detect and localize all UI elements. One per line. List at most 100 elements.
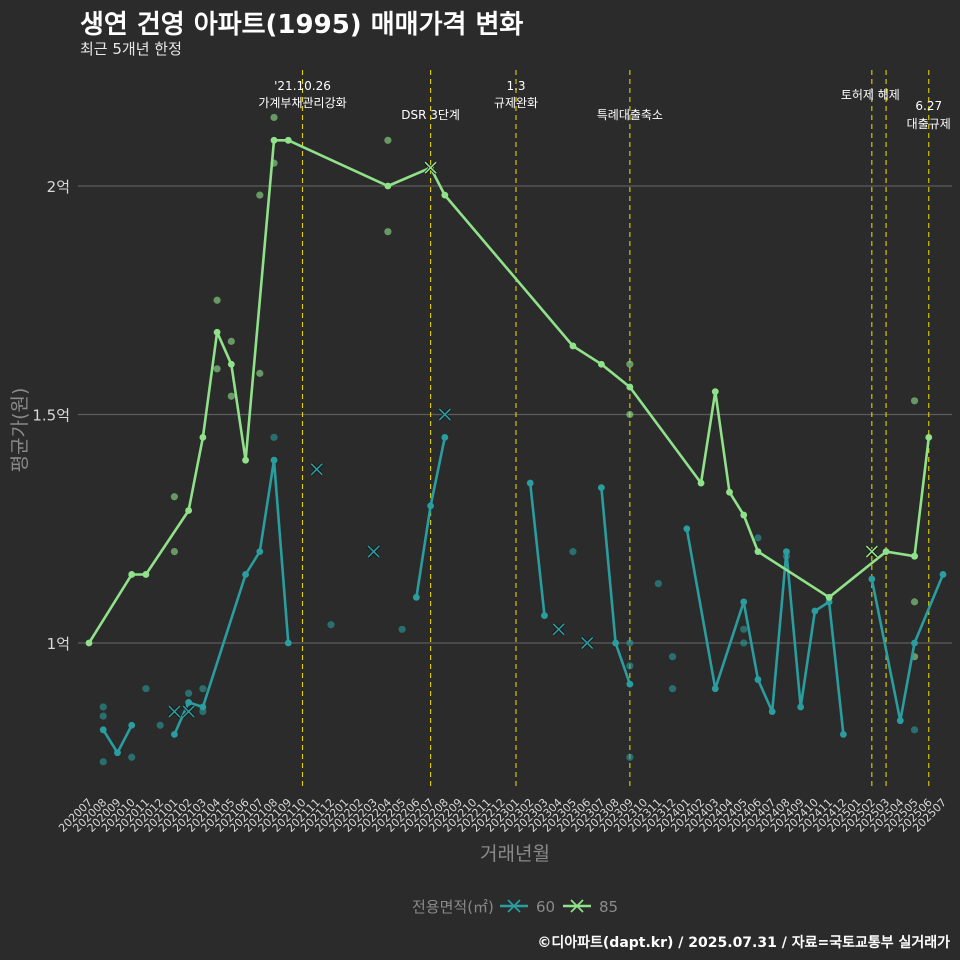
series-point-60 xyxy=(114,749,121,757)
raw-point-60 xyxy=(270,433,278,441)
series-point-60 xyxy=(412,593,420,601)
raw-point-60 xyxy=(668,685,677,693)
series-point-85 xyxy=(740,511,748,519)
series-point-60 xyxy=(783,548,790,555)
series-point-85 xyxy=(711,388,719,396)
cross-point-60 xyxy=(182,704,196,719)
legend-key-60 xyxy=(500,899,528,913)
legend-title: 전용면적(㎡) xyxy=(412,898,494,916)
annotation-label: 가계부채관리강화 xyxy=(258,96,346,110)
series-point-60 xyxy=(526,479,534,487)
series-point-85 xyxy=(569,342,577,350)
series-point-85 xyxy=(882,548,890,555)
raw-point-85 xyxy=(626,410,634,419)
series-point-85 xyxy=(199,433,207,441)
raw-point-85 xyxy=(256,369,264,377)
raw-point-85 xyxy=(270,113,278,122)
x-axis-label: 거래년월 xyxy=(480,843,550,865)
raw-point-60 xyxy=(569,548,577,556)
raw-point-60 xyxy=(754,534,762,542)
series-point-60 xyxy=(128,721,136,729)
raw-point-60 xyxy=(668,653,677,661)
series-point-85 xyxy=(697,479,705,487)
raw-point-85 xyxy=(213,296,221,304)
raw-point-85 xyxy=(170,548,178,556)
series-point-60 xyxy=(896,717,904,725)
cross-point-60 xyxy=(580,636,594,650)
series-point-60 xyxy=(185,699,193,706)
raw-point-60 xyxy=(654,579,662,588)
raw-point-60 xyxy=(740,639,748,647)
raw-point-60 xyxy=(740,625,748,633)
series-point-60 xyxy=(768,708,776,715)
grid-lines xyxy=(78,185,952,644)
series-point-85 xyxy=(726,488,733,496)
raw-point-85 xyxy=(910,598,919,606)
series-point-60 xyxy=(839,731,847,738)
series-point-60 xyxy=(242,571,249,578)
cross-point-60 xyxy=(552,622,566,636)
annotation-label: 특례대출축소 xyxy=(597,108,663,122)
raw-point-85 xyxy=(384,228,392,236)
raw-points xyxy=(99,113,919,766)
series-line-60 xyxy=(528,482,546,616)
annotation-label: '21.10.26 xyxy=(274,79,331,93)
series-markers xyxy=(85,136,947,757)
raw-point-60 xyxy=(99,712,107,720)
series-point-85 xyxy=(441,191,449,199)
series-point-60 xyxy=(740,598,748,606)
series-point-85 xyxy=(85,639,93,647)
y-axis-label: 평균가(원) xyxy=(9,388,31,473)
cross-point-60 xyxy=(438,407,452,422)
series-point-60 xyxy=(541,612,548,619)
series-point-60 xyxy=(939,571,947,578)
legend: 전용면적(㎡) 60 85 xyxy=(412,898,618,916)
series-point-60 xyxy=(284,639,292,647)
series-point-60 xyxy=(868,575,876,583)
cross-point-85 xyxy=(865,544,879,559)
raw-point-60 xyxy=(128,753,136,761)
annotation-label: 규제완화 xyxy=(494,96,538,110)
raw-point-85 xyxy=(910,397,919,405)
series-point-85 xyxy=(270,136,278,144)
raw-point-60 xyxy=(398,625,406,633)
series-line-85 xyxy=(87,139,931,644)
annotation-label: 6.27 xyxy=(915,99,942,113)
raw-point-85 xyxy=(256,191,264,199)
cross-point-85 xyxy=(423,161,438,175)
raw-point-60 xyxy=(626,639,634,647)
series-point-60 xyxy=(256,548,264,555)
event-lines xyxy=(301,70,930,790)
raw-point-60 xyxy=(156,721,164,729)
cross-point-60 xyxy=(167,704,182,719)
series-point-60 xyxy=(612,639,620,647)
raw-point-85 xyxy=(227,337,235,345)
series-point-60 xyxy=(811,607,819,615)
annotation-label: 1.3 xyxy=(506,79,525,93)
series-point-60 xyxy=(199,703,207,711)
chart-title: 생연 건영 아파트(1995) 매매가격 변화 xyxy=(80,10,524,40)
raw-point-60 xyxy=(142,685,150,693)
series-point-85 xyxy=(754,548,762,555)
annotation-label: 토허제 해제 xyxy=(841,88,900,102)
series-point-85 xyxy=(626,383,634,391)
x-axis-ticks: 2020072020082020092020102020112020122021… xyxy=(56,796,949,835)
legend-key-85 xyxy=(563,899,591,913)
raw-point-60 xyxy=(99,758,107,766)
raw-point-85 xyxy=(626,360,634,368)
series-point-85 xyxy=(142,571,150,578)
series-point-60 xyxy=(911,639,918,647)
series-point-60 xyxy=(711,685,719,693)
legend-label-85: 85 xyxy=(599,898,618,916)
series-point-85 xyxy=(227,360,235,368)
annotation-label: DSR 3단계 xyxy=(401,108,460,122)
series-line-60 xyxy=(102,724,133,755)
series-point-85 xyxy=(213,328,221,336)
raw-point-85 xyxy=(384,136,392,144)
raw-point-60 xyxy=(626,662,634,670)
legend-label-60: 60 xyxy=(536,898,555,916)
y-axis-ticks: 1억 1.5억 2억 xyxy=(32,178,70,653)
series-point-60 xyxy=(797,703,805,711)
chart-subtitle: 최근 5개년 한정 xyxy=(80,40,182,58)
source-caption: ©디아파트(dapt.kr) / 2025.07.31 / 자료=국토교통부 실… xyxy=(537,935,950,951)
